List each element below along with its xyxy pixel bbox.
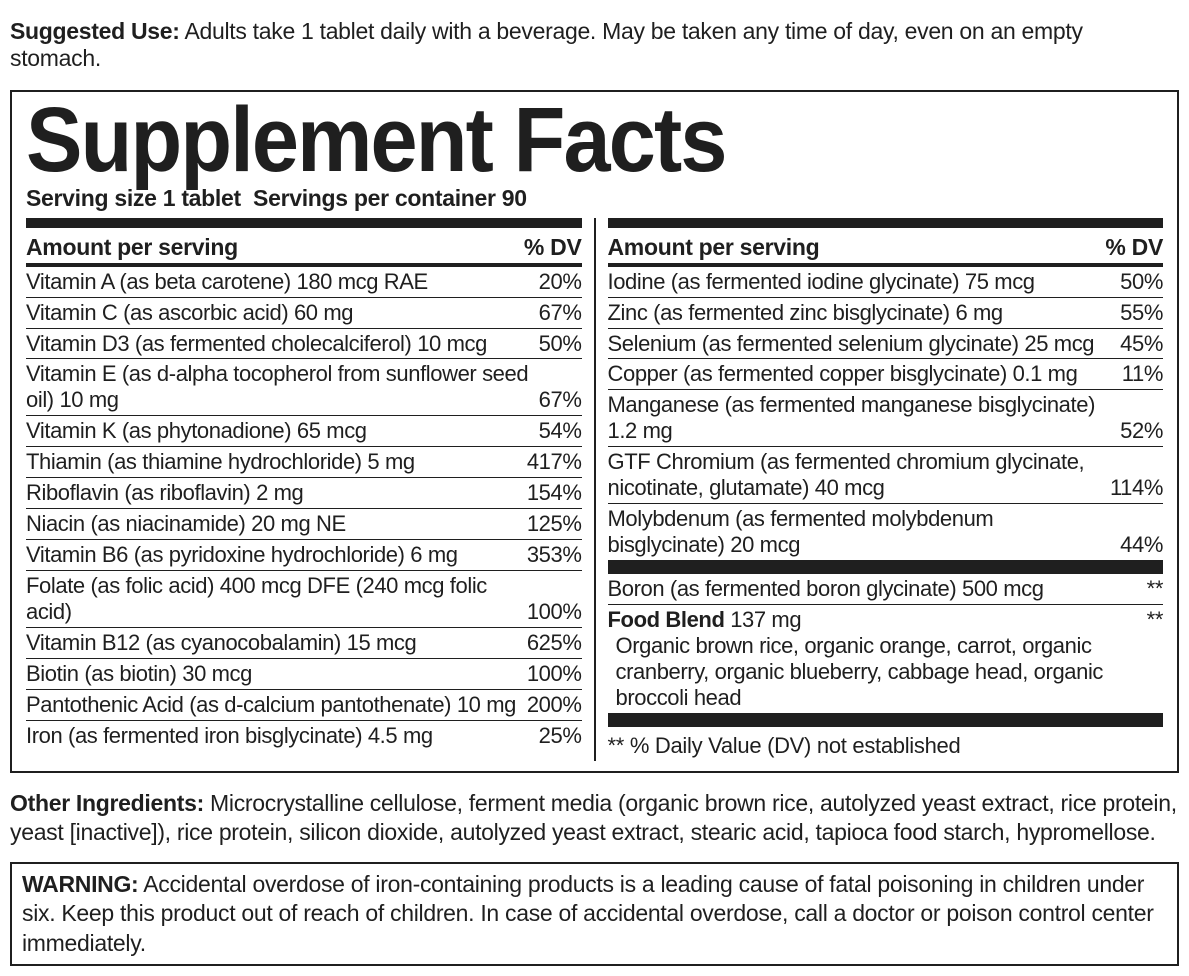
- nutrient-dv: **: [1147, 576, 1163, 602]
- nutrient-row: Thiamin (as thiamine hydrochloride) 5 mg…: [26, 447, 582, 477]
- warning-label: WARNING:: [22, 871, 138, 897]
- header-amount: Amount per serving: [608, 234, 820, 261]
- supplement-facts-panel: Supplement Facts Serving size 1 tablet S…: [10, 90, 1179, 773]
- nutrient-name: GTF Chromium (as fermented chromium glyc…: [608, 449, 1110, 501]
- column-header: Amount per serving % DV: [608, 230, 1164, 263]
- nutrient-dv: 100%: [527, 661, 582, 687]
- nutrient-name: Zinc (as fermented zinc bisglycinate) 6 …: [608, 300, 1121, 326]
- nutrient-row: Vitamin B12 (as cyanocobalamin) 15 mcg62…: [26, 628, 582, 658]
- other-ingredients: Other Ingredients: Microcrystalline cell…: [10, 789, 1179, 848]
- nutrient-dv: 67%: [539, 300, 582, 326]
- nutrient-row: Zinc (as fermented zinc bisglycinate) 6 …: [608, 298, 1164, 328]
- nutrient-row: Folate (as folic acid) 400 mcg DFE (240 …: [26, 571, 582, 627]
- food-blend-cell: Food Blend 137 mg Organic brown rice, or…: [608, 607, 1147, 711]
- food-blend-dv: **: [1147, 607, 1163, 633]
- food-blend-body: Organic brown rice, organic orange, carr…: [608, 633, 1139, 711]
- other-ingredients-label: Other Ingredients:: [10, 790, 204, 816]
- nutrient-name: Selenium (as fermented selenium glycinat…: [608, 331, 1121, 357]
- nutrient-name: Molybdenum (as fermented molybdenum bisg…: [608, 506, 1121, 558]
- nutrient-row: Vitamin D3 (as fermented cholecalciferol…: [26, 329, 582, 359]
- nutrient-row: Copper (as fermented copper bisglycinate…: [608, 359, 1164, 389]
- nutrient-name: Vitamin A (as beta carotene) 180 mcg RAE: [26, 269, 539, 295]
- right-rows-top: Iodine (as fermented iodine glycinate) 7…: [608, 267, 1164, 561]
- nutrient-dv: 50%: [539, 331, 582, 357]
- food-blend-row: Food Blend 137 mg Organic brown rice, or…: [608, 605, 1164, 713]
- nutrient-row: Boron (as fermented boron glycinate) 500…: [608, 574, 1164, 604]
- nutrient-dv: 154%: [527, 480, 582, 506]
- nutrient-dv: 50%: [1120, 269, 1163, 295]
- nutrient-dv: 417%: [527, 449, 582, 475]
- nutrient-dv: 55%: [1120, 300, 1163, 326]
- right-column: Amount per serving % DV Iodine (as ferme…: [594, 218, 1164, 761]
- header-amount: Amount per serving: [26, 234, 238, 261]
- nutrient-row: Vitamin C (as ascorbic acid) 60 mg67%: [26, 298, 582, 328]
- nutrient-name: Thiamin (as thiamine hydrochloride) 5 mg: [26, 449, 527, 475]
- nutrient-name: Folate (as folic acid) 400 mcg DFE (240 …: [26, 573, 527, 625]
- nutrient-dv: 25%: [539, 723, 582, 749]
- nutrient-dv: 125%: [527, 511, 582, 537]
- nutrient-row: Biotin (as biotin) 30 mcg100%: [26, 659, 582, 689]
- nutrient-dv: 20%: [539, 269, 582, 295]
- nutrient-row: Iron (as fermented iron bisglycinate) 4.…: [26, 721, 582, 751]
- nutrient-name: Iodine (as fermented iodine glycinate) 7…: [608, 269, 1121, 295]
- dv-footnote: ** % Daily Value (DV) not established: [608, 727, 1164, 761]
- nutrient-dv: 11%: [1122, 361, 1163, 387]
- columns: Amount per serving % DV Vitamin A (as be…: [26, 218, 1163, 761]
- left-column: Amount per serving % DV Vitamin A (as be…: [26, 218, 594, 761]
- nutrient-name: Niacin (as niacinamide) 20 mg NE: [26, 511, 527, 537]
- nutrient-dv: 200%: [527, 692, 582, 718]
- nutrient-name: Vitamin D3 (as fermented cholecalciferol…: [26, 331, 539, 357]
- nutrient-name: Vitamin B12 (as cyanocobalamin) 15 mcg: [26, 630, 527, 656]
- left-rows: Vitamin A (as beta carotene) 180 mcg RAE…: [26, 267, 582, 751]
- rule-heavy: [608, 560, 1164, 574]
- food-blend-head: Food Blend: [608, 607, 725, 632]
- warning-box: WARNING: Accidental overdose of iron-con…: [10, 862, 1179, 966]
- nutrient-name: Vitamin B6 (as pyridoxine hydrochloride)…: [26, 542, 527, 568]
- panel-title: Supplement Facts: [26, 98, 1072, 183]
- nutrient-name: Vitamin K (as phytonadione) 65 mcg: [26, 418, 539, 444]
- nutrient-dv: 625%: [527, 630, 582, 656]
- nutrient-row: Riboflavin (as riboflavin) 2 mg154%: [26, 478, 582, 508]
- food-blend-amount: 137 mg: [724, 607, 801, 632]
- nutrient-row: Molybdenum (as fermented molybdenum bisg…: [608, 504, 1164, 560]
- nutrient-row: Iodine (as fermented iodine glycinate) 7…: [608, 267, 1164, 297]
- nutrient-dv: 54%: [539, 418, 582, 444]
- nutrient-name: Iron (as fermented iron bisglycinate) 4.…: [26, 723, 539, 749]
- nutrient-row: Niacin (as niacinamide) 20 mg NE125%: [26, 509, 582, 539]
- nutrient-row: Selenium (as fermented selenium glycinat…: [608, 329, 1164, 359]
- nutrient-dv: 45%: [1120, 331, 1163, 357]
- nutrient-row: Pantothenic Acid (as d-calcium pantothen…: [26, 690, 582, 720]
- rule-thick: [608, 218, 1164, 228]
- nutrient-row: Vitamin E (as d-alpha tocopherol from su…: [26, 359, 582, 415]
- nutrient-dv: 100%: [527, 599, 582, 625]
- nutrient-name: Pantothenic Acid (as d-calcium pantothen…: [26, 692, 527, 718]
- nutrient-dv: 52%: [1120, 418, 1163, 444]
- nutrient-row: Vitamin B6 (as pyridoxine hydrochloride)…: [26, 540, 582, 570]
- nutrient-row: GTF Chromium (as fermented chromium glyc…: [608, 447, 1164, 503]
- nutrient-row: Vitamin A (as beta carotene) 180 mcg RAE…: [26, 267, 582, 297]
- nutrient-name: Manganese (as fermented manganese bisgly…: [608, 392, 1121, 444]
- suggested-use-label: Suggested Use:: [10, 18, 180, 44]
- column-header: Amount per serving % DV: [26, 230, 582, 263]
- header-dv: % DV: [524, 234, 582, 261]
- nutrient-dv: 44%: [1120, 532, 1163, 558]
- header-dv: % DV: [1105, 234, 1163, 261]
- nutrient-name: Boron (as fermented boron glycinate) 500…: [608, 576, 1147, 602]
- suggested-use: Suggested Use: Adults take 1 tablet dail…: [10, 18, 1179, 72]
- nutrient-name: Riboflavin (as riboflavin) 2 mg: [26, 480, 527, 506]
- nutrient-row: Manganese (as fermented manganese bisgly…: [608, 390, 1164, 446]
- nutrient-name: Biotin (as biotin) 30 mcg: [26, 661, 527, 687]
- nutrient-name: Vitamin E (as d-alpha tocopherol from su…: [26, 361, 539, 413]
- nutrient-name: Vitamin C (as ascorbic acid) 60 mg: [26, 300, 539, 326]
- nutrient-dv: 353%: [527, 542, 582, 568]
- rule-heavy: [608, 713, 1164, 727]
- nutrient-dv: 114%: [1110, 475, 1163, 501]
- nutrient-row: Vitamin K (as phytonadione) 65 mcg54%: [26, 416, 582, 446]
- nutrient-dv: 67%: [539, 387, 582, 413]
- nutrient-name: Copper (as fermented copper bisglycinate…: [608, 361, 1122, 387]
- rule-thick: [26, 218, 582, 228]
